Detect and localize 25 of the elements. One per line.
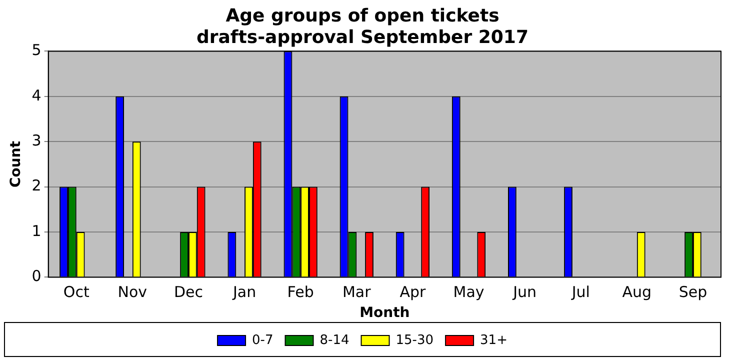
y-tick-label: 3	[32, 131, 42, 150]
x-tick-label: Sep	[678, 283, 708, 302]
x-tick-label: Mar	[342, 283, 372, 302]
y-tick-label: 0	[32, 267, 42, 286]
y-tick-label: 4	[32, 86, 42, 104]
legend-label: 31+	[480, 332, 508, 348]
y-axis-title: Count	[8, 140, 24, 188]
y-tick-label: 5	[32, 41, 42, 60]
x-tick-label: Feb	[287, 283, 314, 302]
legend-label: 15-30	[396, 332, 434, 348]
legend-label: 8-14	[320, 332, 350, 348]
x-tick-label: Aug	[622, 283, 652, 302]
legend-label: 0-7	[252, 332, 274, 348]
x-tick-label: Jan	[232, 283, 256, 302]
x-tick-label: Nov	[118, 283, 148, 302]
x-tick-label: Dec	[174, 283, 203, 302]
chart-title: Age groups of open tickets drafts-approval September 2017	[196, 5, 528, 48]
x-tick-label: Jul	[570, 283, 590, 302]
x-tick-label: Apr	[400, 283, 427, 302]
x-tick-label: Jun	[512, 283, 537, 302]
x-tick-label: Oct	[63, 283, 90, 302]
y-tick-label: 1	[32, 222, 42, 240]
x-tick-label: May	[453, 283, 484, 302]
x-axis-title: Month	[360, 305, 410, 322]
y-tick-label: 2	[32, 176, 42, 195]
